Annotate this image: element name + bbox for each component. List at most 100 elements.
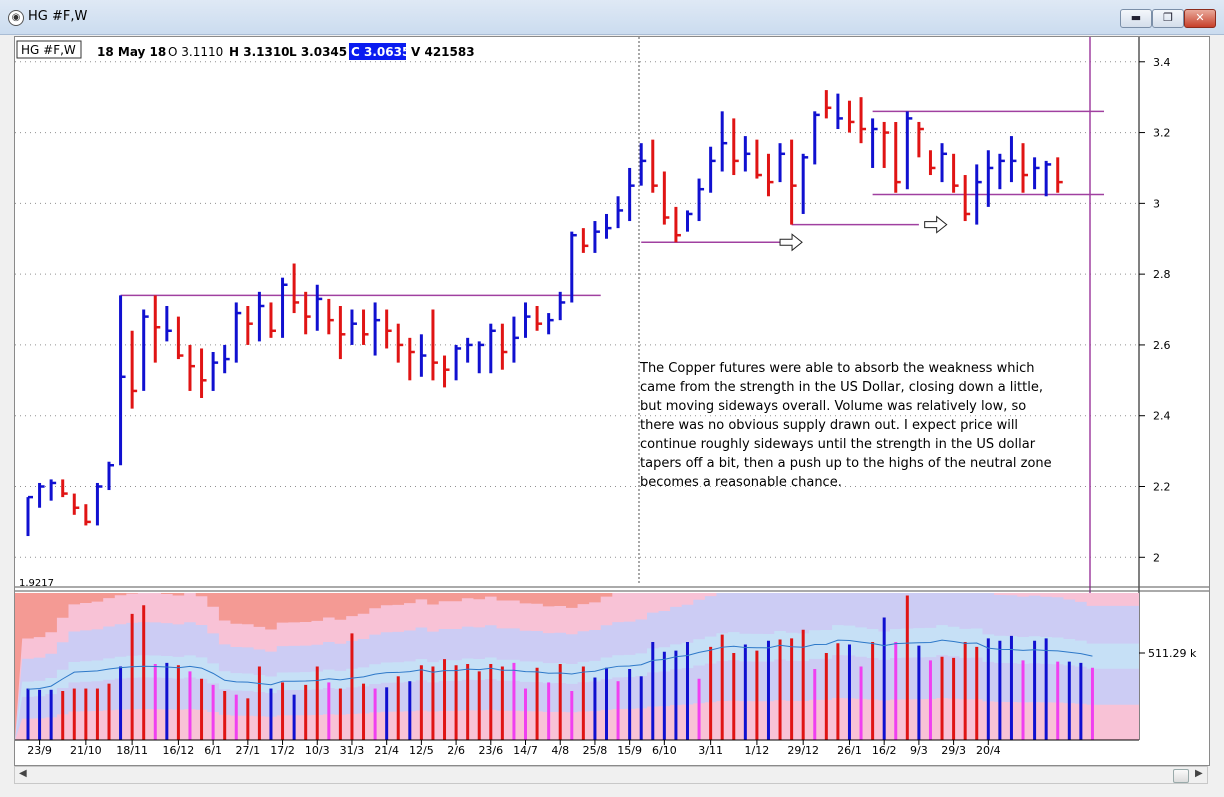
annotation-arrows [779,215,948,252]
date-tick-label: 16/2 [872,744,897,757]
date-tick-label: 6/10 [652,744,677,757]
ohlc-bar [142,309,149,391]
ohlc-bar [489,323,496,374]
ohlc-bar [847,100,855,133]
ohlc-bar [119,295,126,466]
ohlc-bar [697,178,705,222]
date-tick-label: 9/3 [910,744,928,757]
high-value: H 3.1310 [229,45,290,59]
ohlc-bar [107,461,114,491]
ohlc-bar [188,344,195,391]
price-panel: 3.4 3.2 3 2.8 2.6 2.4 2.2 2 HG #F,W 18 May 18 O… [15,37,1171,740]
open-value: O 3.1110 [168,45,223,59]
date-tick-label: 21/4 [374,744,399,757]
ohlc-bar [801,153,809,214]
ohlc-bar [315,284,323,331]
ohlc-bar [61,479,68,498]
ohlc-bar [419,334,427,377]
ohlc-bar [662,171,670,225]
volume-axis-label: 511.29 k [1148,647,1197,660]
price-tick-label: 2.2 [1153,480,1171,493]
ohlc-bar [917,121,924,158]
date-tick-label: 31/3 [340,744,365,757]
scrollbar-thumb[interactable] [1173,769,1189,783]
ohlc-bar [84,504,91,526]
low-value: L 3.0345 [289,45,347,59]
ohlc-bar [26,495,33,537]
date-tick-label: 18/11 [116,744,148,757]
ohlc-bar [813,111,820,165]
ohlc-bar [95,482,103,526]
horizontal-scrollbar[interactable]: ◀ ▶ [14,766,1208,784]
ohlc-bar [535,305,543,331]
date-tick-label: 2/6 [447,744,465,757]
date-tick-label: 25/8 [583,744,608,757]
date-tick-label: 26/1 [837,744,862,757]
ohlc-bar [1044,160,1052,197]
annotation-line: there was no obvious supply drawn out. I… [640,418,1018,433]
ohlc-bar [49,479,57,501]
ohlc-bar [986,150,994,207]
arrow-right-icon [924,215,948,234]
chart-window[interactable]: 3.4 3.2 3 2.8 2.6 2.4 2.2 2 HG #F,W 18 May 18 O… [14,36,1210,766]
ohlc-bar [859,97,867,144]
ohlc-bar [593,221,600,253]
ohlc-bar [1021,143,1029,193]
date-tick-label: 6/1 [204,744,222,757]
ohlc-bar [477,341,485,374]
date-axis-ticks: 23/9 21/10 18/11 16/12 6/1 27/1 17/2 10/3 31/3 21… [27,740,1001,757]
date-tick-label: 15/9 [617,744,642,757]
ohlc-bar [327,298,334,335]
date-tick-label: 29/3 [941,744,966,757]
minimize-button[interactable]: ▬ [1120,9,1152,28]
annotation-line: but moving sideways overall. Volume was … [640,399,1026,414]
volume-value: V 421583 [411,45,475,59]
chart-canvas[interactable]: 3.4 3.2 3 2.8 2.6 2.4 2.2 2 HG #F,W 18 May 18 O… [15,37,1209,765]
ohlc-bar [130,330,138,409]
scroll-left-icon[interactable]: ◀ [19,768,27,779]
close-value: C 3.0635 [351,45,410,59]
ohlc-bar [281,277,288,338]
ohlc-bar [234,302,242,363]
annotation-line: continue roughly sideways until the stre… [640,437,1036,452]
volume-background-bands [15,593,1139,740]
date-tick-label: 23/9 [27,744,52,757]
ohlc-bar [685,210,693,232]
ohlc-bar [408,337,415,381]
ohlc-bar [524,302,531,338]
ohlc-bar [790,139,797,225]
date-tick-label: 12/5 [409,744,434,757]
maximize-button[interactable]: ❐ [1152,9,1184,28]
date-tick-label: 21/10 [70,744,102,757]
ohlc-bar [223,344,230,374]
ohlc-bar [350,309,357,345]
date-tick-label: 1/12 [745,744,770,757]
scroll-right-icon[interactable]: ▶ [1195,768,1203,779]
ohlc-bar [558,291,566,321]
price-tick-label: 2.6 [1153,339,1171,352]
ohlc-bar [200,348,207,399]
annotation-text: The Copper futures were able to absorb t… [639,361,1052,490]
price-y-ticks: 3.4 3.2 3 2.8 2.6 2.4 2.2 2 [1139,56,1171,564]
close-button[interactable]: ✕ [1184,9,1216,28]
symbol-label: HG #F,W [21,43,76,57]
ohlc-bar [431,309,438,381]
price-panel-bg [15,37,1139,585]
ohlc-bar [246,305,253,345]
ohlc-bar [396,323,404,363]
price-min-label: 1.9217 [19,578,54,589]
date-tick-label: 16/12 [163,744,195,757]
date-tick-label: 17/2 [270,744,295,757]
ohlc-bar [454,344,462,381]
date-tick-label: 20/4 [976,744,1001,757]
ohlc-bar [176,316,184,360]
close-value-highlight [349,43,406,60]
annotation-line: The Copper futures were able to absorb t… [639,361,1034,376]
ohlc-bar [824,90,832,119]
price-tick-label: 2.8 [1153,268,1171,281]
annotation-line: becomes a reasonable chance. [640,475,842,490]
arrow-right-icon [779,233,803,252]
ohlc-bar [512,316,519,363]
ohlc-bar [743,136,751,172]
ohlc-bar [940,143,948,183]
